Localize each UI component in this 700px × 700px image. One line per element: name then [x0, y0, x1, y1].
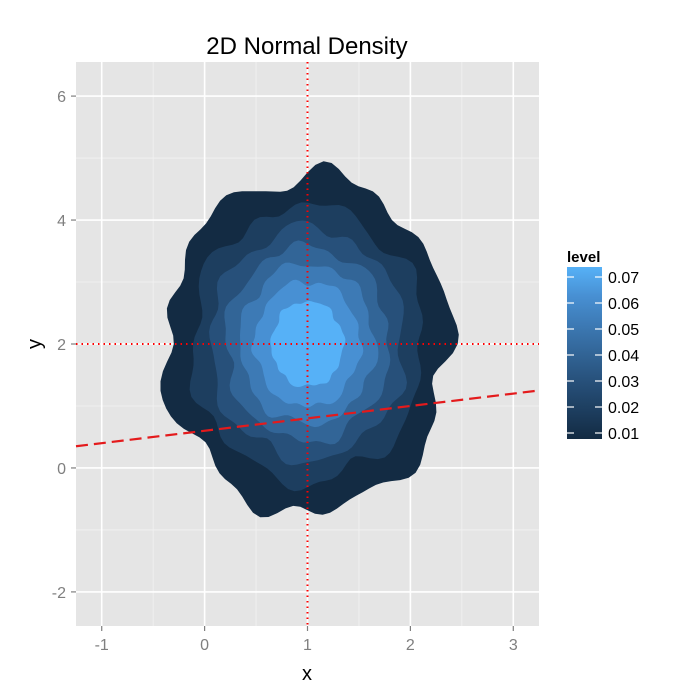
legend-colorbar: [567, 267, 602, 439]
legend-ticks: 0.07 0.06 0.05 0.04 0.03 0.02 0.01: [567, 270, 639, 443]
legend-label: 0.02: [608, 400, 639, 417]
x-axis-title: x: [302, 663, 312, 685]
y-axis-title: y: [24, 339, 46, 349]
legend-label: 0.04: [608, 348, 639, 365]
x-tick-label: 1: [303, 637, 312, 654]
x-tick-label: 0: [200, 637, 209, 654]
legend-label: 0.01: [608, 426, 639, 443]
legend-label: 0.03: [608, 374, 639, 391]
reference-lines: [75, 62, 540, 626]
y-tick-label: 6: [57, 89, 66, 106]
x-tick-label: 3: [509, 637, 518, 654]
reference-line-abline: [75, 389, 540, 448]
legend-label: 0.07: [608, 270, 639, 287]
x-axis-ticks: -1 0 1 2 3: [95, 626, 518, 654]
y-axis-ticks: -2 0 2 4 6: [52, 89, 76, 602]
legend-label: 0.06: [608, 296, 639, 313]
legend-label: 0.05: [608, 322, 639, 339]
chart-title: 2D Normal Density: [206, 33, 407, 60]
legend-title: level: [567, 249, 600, 266]
x-tick-label: 2: [406, 637, 415, 654]
legend: level 0.07 0.06 0.05 0.04 0.03 0.02 0.01: [567, 249, 639, 443]
y-tick-label: 2: [57, 337, 66, 354]
y-tick-label: 4: [57, 213, 66, 230]
y-tick-label: -2: [52, 585, 66, 602]
x-tick-label: -1: [95, 637, 109, 654]
y-tick-label: 0: [57, 461, 66, 478]
